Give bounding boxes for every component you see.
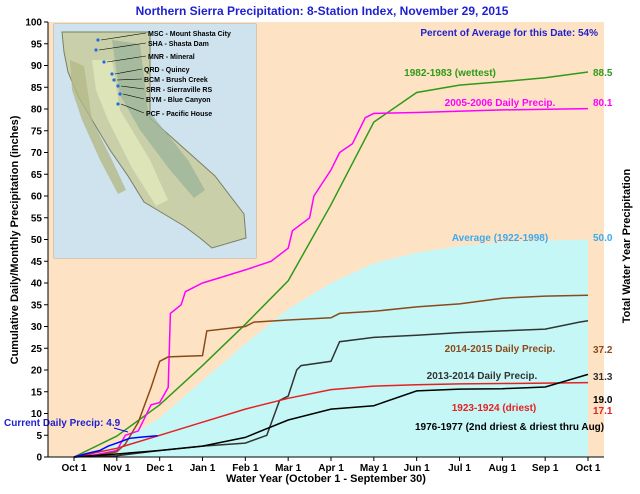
y-tick-label: 55 bbox=[31, 213, 43, 224]
x-tick-label: Feb 1 bbox=[232, 463, 259, 474]
x-axis-label: Water Year (October 1 - September 30) bbox=[226, 473, 426, 485]
x-tick-label: Jul 1 bbox=[448, 463, 471, 474]
y-tick-label: 60 bbox=[31, 192, 43, 203]
station-leader bbox=[114, 68, 143, 75]
series-line-3 bbox=[73, 294, 589, 458]
y-tick-label: 80 bbox=[31, 105, 43, 116]
series-line-7 bbox=[73, 434, 158, 458]
y-tick-label: 65 bbox=[31, 170, 43, 181]
y-tick-label: 25 bbox=[31, 344, 43, 355]
station-leader bbox=[100, 32, 147, 41]
station-label: QRD - Quincy bbox=[144, 67, 190, 74]
station-label: SRR - Sierraville RS bbox=[146, 87, 212, 94]
y-tick-label: 100 bbox=[25, 18, 42, 29]
series-value-label: 50.0 bbox=[593, 233, 613, 244]
station-leader bbox=[98, 42, 147, 51]
station-marker bbox=[110, 72, 114, 76]
series-line-1 bbox=[73, 107, 589, 458]
x-tick-label: Jun 1 bbox=[404, 463, 431, 474]
y-tick-label: 50 bbox=[31, 235, 43, 246]
x-ticks: Oct 1 Nov 1 Dec 1 Jan 1 Feb 1 Mar 1 Apr 1 May 1… bbox=[61, 457, 601, 474]
station-label: BCM - Brush Creek bbox=[144, 77, 208, 84]
series-labels: 1982-1983 (wettest) 88.5 2005-2006 Daily P… bbox=[113, 68, 613, 433]
y-ticks: 0 5 10 15 20 25 30 35 40 45 50 55 60 65 70 75 80 85 90 95 10… bbox=[25, 18, 48, 464]
station-leader bbox=[120, 85, 145, 90]
series-value-label: 37.2 bbox=[593, 345, 613, 356]
series-name-label: Average (1922-1998) bbox=[452, 233, 548, 244]
chart-title: Northern Sierra Precipitation: 8-Station… bbox=[136, 4, 509, 18]
series-name-label: 2014-2015 Daily Precip. bbox=[445, 344, 556, 355]
y-tick-label: 10 bbox=[31, 409, 43, 420]
series-layer bbox=[73, 71, 589, 458]
series-line-6 bbox=[73, 373, 589, 458]
y-tick-label: 35 bbox=[31, 300, 43, 311]
series-value-label: 80.1 bbox=[593, 98, 613, 109]
station-marker bbox=[116, 102, 120, 106]
x-tick-label: Dec 1 bbox=[146, 463, 173, 474]
series-name-label: 1982-1983 (wettest) bbox=[404, 68, 496, 79]
station-marker bbox=[112, 78, 116, 82]
series-name-label: 1923-1924 (driest) bbox=[452, 403, 537, 414]
station-labels: MSC - Mount Shasta City SHA - Shasta Dam M… bbox=[94, 31, 231, 118]
y-tick-label: 75 bbox=[31, 126, 43, 137]
x-tick-label: Oct 1 bbox=[575, 463, 600, 474]
y-tick-label: 20 bbox=[31, 366, 43, 377]
percent-annotation: Percent of Average for this Date: 54% bbox=[420, 28, 598, 39]
series-area-2 bbox=[74, 239, 588, 457]
central-valley bbox=[92, 60, 168, 206]
series-name-label: 2013-2014 Daily Precip. bbox=[427, 371, 538, 382]
y-tick-label: 85 bbox=[31, 83, 43, 94]
series-value-label: 19.0 bbox=[593, 395, 613, 406]
station-leader bbox=[116, 78, 143, 81]
station-marker bbox=[118, 92, 122, 96]
station-marker bbox=[96, 38, 100, 42]
y-tick-label: 70 bbox=[31, 148, 43, 159]
station-label: MSC - Mount Shasta City bbox=[148, 31, 231, 38]
station-marker bbox=[94, 48, 98, 52]
current-precip-label: Current Daily Precip: 4.9 bbox=[4, 418, 121, 429]
series-value-label: 17.1 bbox=[593, 406, 613, 417]
station-leader bbox=[120, 103, 145, 114]
x-tick-label: May 1 bbox=[360, 463, 388, 474]
x-tick-label: Oct 1 bbox=[61, 463, 86, 474]
station-label: BYM - Blue Canyon bbox=[146, 97, 211, 104]
y-tick-label: 45 bbox=[31, 257, 43, 268]
x-tick-label: Apr 1 bbox=[318, 463, 344, 474]
series-line-0 bbox=[73, 71, 589, 458]
station-leader bbox=[106, 55, 147, 63]
station-leader bbox=[122, 93, 145, 100]
series-name-label: 2005-2006 Daily Precip. bbox=[445, 98, 556, 109]
series-name-label: 1976-1977 (2nd driest & driest thru Aug) bbox=[415, 422, 604, 433]
x-tick-label: Mar 1 bbox=[275, 463, 302, 474]
series-value-label: 31.3 bbox=[593, 372, 613, 383]
y-tick-label: 95 bbox=[31, 39, 43, 50]
x-tick-label: Jan 1 bbox=[190, 463, 216, 474]
y-axis-right-label: Total Water Year Precipitation bbox=[621, 168, 633, 323]
y-tick-label: 5 bbox=[36, 431, 42, 442]
y-tick-label: 90 bbox=[31, 61, 43, 72]
station-marker bbox=[102, 60, 106, 64]
y-tick-label: 30 bbox=[31, 322, 43, 333]
current-pointer bbox=[113, 427, 129, 433]
y-tick-label: 0 bbox=[36, 453, 42, 464]
x-tick-label: Sep 1 bbox=[532, 463, 559, 474]
series-line-5 bbox=[73, 381, 589, 458]
california-map-inset: MSC - Mount Shasta City SHA - Shasta Dam M… bbox=[53, 23, 257, 259]
x-tick-label: Nov 1 bbox=[103, 463, 131, 474]
station-marker bbox=[116, 84, 120, 88]
station-label: MNR - Mineral bbox=[148, 54, 195, 61]
station-label: PCF - Pacific House bbox=[146, 111, 212, 118]
average-fill-layer bbox=[74, 239, 588, 457]
y-axis-label: Cumulative Daily/Monthly Precipitation (… bbox=[9, 115, 21, 364]
coast-range bbox=[70, 60, 126, 194]
y-tick-label: 40 bbox=[31, 279, 43, 290]
station-label: SHA - Shasta Dam bbox=[148, 41, 209, 48]
y-tick-label: 15 bbox=[31, 387, 43, 398]
x-tick-label: Aug 1 bbox=[488, 463, 516, 474]
series-value-label: 88.5 bbox=[593, 68, 613, 79]
